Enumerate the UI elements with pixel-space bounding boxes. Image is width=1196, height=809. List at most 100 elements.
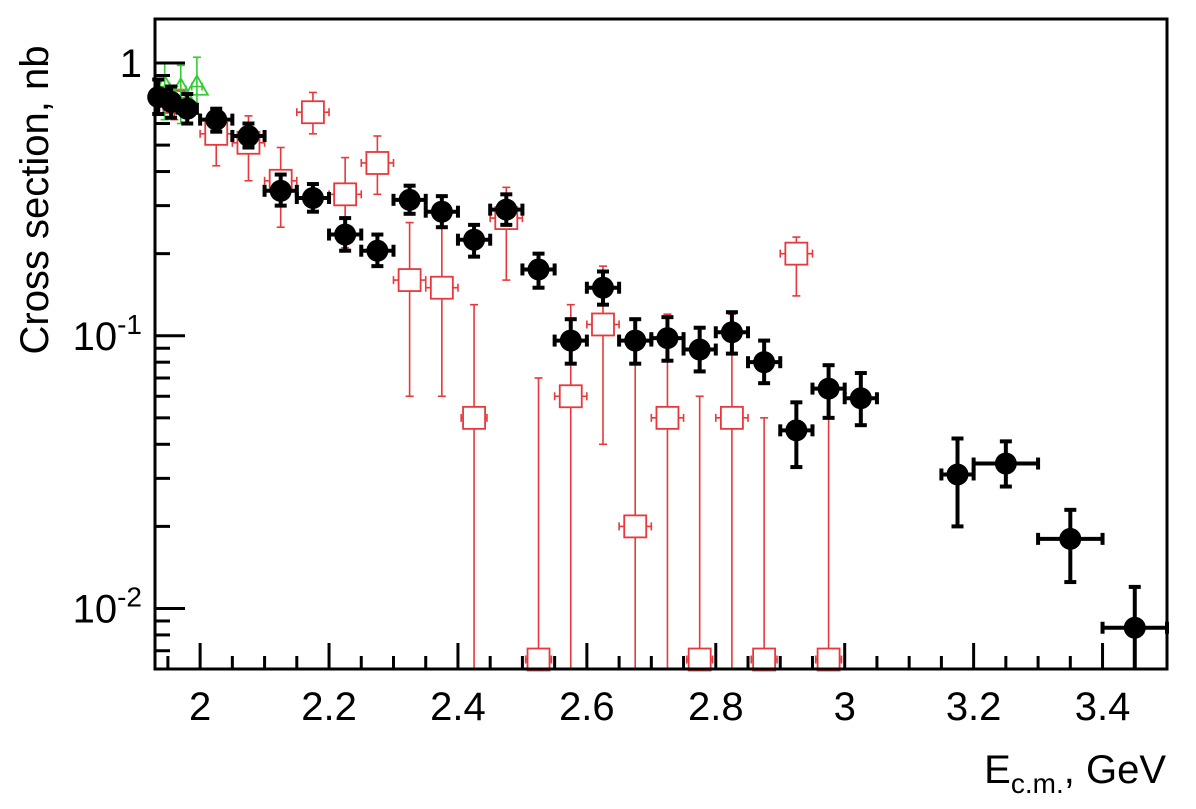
data-point (939, 436, 976, 529)
data-point (460, 303, 488, 669)
data-point (650, 313, 685, 669)
filled-circle-marker (849, 387, 872, 410)
data-point (1036, 507, 1105, 585)
series-open-square (162, 85, 843, 672)
open-square-marker (558, 384, 583, 409)
x-tick-label: 3.4 (1075, 685, 1131, 729)
y-tick-label-base: 10 (73, 315, 118, 359)
filled-circle-marker (946, 463, 969, 486)
x-axis-title-main: E (984, 748, 1011, 792)
open-triangle-marker (184, 73, 210, 96)
data-point (649, 315, 686, 363)
data-point (746, 338, 783, 386)
data-point (524, 377, 553, 672)
filled-circle-marker (205, 108, 228, 131)
filled-circle-marker (430, 200, 453, 223)
x-tick-label: 3.2 (946, 685, 1002, 729)
x-tick-label: 2.6 (559, 685, 615, 729)
data-point (1100, 584, 1169, 669)
y-tick-label: 10-2 (73, 581, 142, 631)
open-square-marker (526, 647, 551, 672)
filled-circle-marker (559, 329, 582, 352)
open-square-marker (784, 241, 809, 266)
filled-circle-marker (495, 198, 518, 221)
data-point (814, 417, 843, 672)
data-point (294, 182, 332, 214)
data-point (971, 439, 1041, 489)
open-square-marker (591, 312, 615, 337)
x-tick-label: 3 (834, 685, 856, 729)
data-point (713, 310, 751, 356)
open-square-marker (301, 100, 325, 125)
filled-circle-marker (994, 452, 1017, 475)
open-square-marker (655, 405, 680, 430)
x-axis-title-subscript: c.m. (1011, 768, 1064, 799)
data-point (391, 183, 428, 216)
data-point (584, 269, 622, 307)
filled-circle-marker (398, 188, 421, 211)
open-square-marker (397, 268, 422, 292)
filled-circle-marker (366, 239, 389, 262)
open-square-marker (365, 151, 390, 175)
open-square-marker (687, 647, 712, 672)
y-tick-label-exponent: -2 (117, 581, 142, 612)
data-point (750, 417, 778, 672)
filled-circle-marker (785, 419, 808, 442)
data-point (424, 226, 459, 398)
data-point (327, 216, 364, 253)
x-tick-label: 2 (189, 685, 211, 729)
data-point (778, 400, 815, 470)
y-tick-label-base: 1 (120, 42, 142, 86)
data-point (681, 325, 718, 374)
data-point (230, 121, 267, 150)
filled-circle-marker (527, 258, 550, 281)
data-point (810, 363, 847, 420)
open-square-marker (429, 275, 454, 300)
filled-circle-marker (817, 377, 840, 400)
data-point (488, 192, 525, 227)
data-point (262, 172, 299, 208)
data-point (359, 232, 396, 269)
open-square-marker (623, 514, 648, 539)
y-tick-label-exponent: -1 (117, 309, 142, 340)
axis-ticks (155, 61, 1169, 671)
data-point (296, 91, 330, 135)
open-square-marker (333, 182, 358, 207)
data-layer (147, 56, 1169, 672)
filled-circle-marker (753, 351, 776, 374)
x-tick-label: 2.2 (301, 685, 357, 729)
data-point (714, 313, 749, 669)
data-point (198, 106, 235, 134)
filled-circle-marker (176, 97, 199, 120)
plot-frame (153, 17, 1169, 671)
filled-circle-marker (237, 124, 260, 147)
filled-circle-marker (463, 228, 486, 251)
data-point (392, 221, 427, 398)
data-point (618, 347, 653, 669)
filled-circle-marker (624, 329, 647, 352)
filled-circle-marker (1123, 616, 1146, 639)
x-axis-title-suffix: , GeV (1064, 748, 1167, 792)
y-axis-title: Cross section, nb (13, 45, 57, 354)
open-square-marker (720, 405, 744, 430)
filled-circle-marker (334, 223, 357, 246)
data-point (552, 317, 589, 366)
data-point (685, 395, 714, 672)
filled-circle-marker (720, 321, 743, 344)
filled-circle-marker (591, 276, 614, 299)
y-tick-label: 10-1 (73, 309, 142, 359)
data-point (423, 194, 460, 230)
data-point (520, 251, 557, 290)
filled-circle-marker (656, 327, 679, 350)
x-axis-title: Ec.m., GeV (984, 748, 1166, 799)
data-point (617, 317, 654, 366)
filled-circle-marker (688, 338, 711, 361)
filled-circle-marker (1059, 527, 1082, 550)
x-tick-label: 2.8 (688, 685, 744, 729)
data-point (360, 135, 395, 196)
open-square-marker (752, 647, 777, 672)
y-tick-label-base: 10 (73, 587, 118, 631)
data-point (175, 91, 199, 126)
data-point (779, 236, 814, 297)
filled-circle-marker (301, 186, 324, 209)
